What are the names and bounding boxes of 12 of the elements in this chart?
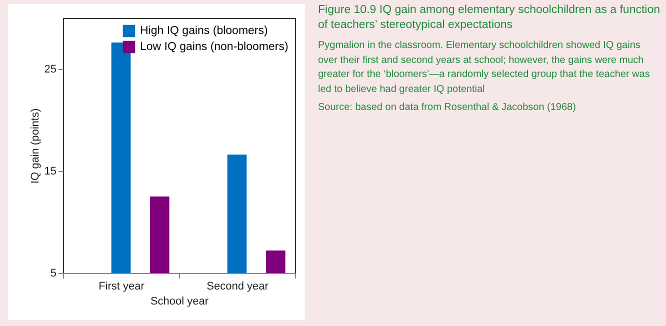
text: Pygmalion in the classroom. Elementary schoolchildren showed IQ gains over their first and second years at school; however, the gains were much greater for the ‘bloomers’—a randomly selected group that the teacher was led to believe had greater IQ potential — [318, 39, 651, 96]
legend-label: High IQ gains (bloomers) — [140, 25, 268, 37]
text: Figure 10.9 IQ gain among elementary schoolchildren as a function of teachers’ stereotypical expectations — [318, 3, 660, 33]
legend-label: Low IQ gains (non-bloomers) — [140, 41, 288, 53]
source-note: Source: based on data from Rosenthal & Jacobson (1968) — [318, 101, 577, 115]
y-axis-title: IQ gain (points) — [29, 108, 42, 184]
x-tick-label: First year — [98, 280, 145, 292]
y-tick-label: 25 — [44, 64, 56, 76]
y-tick-label: 5 — [50, 268, 56, 280]
x-axis-title: School year — [150, 296, 209, 308]
x-tick-label: Second year — [206, 280, 269, 292]
y-tick-label: 15 — [44, 166, 56, 178]
